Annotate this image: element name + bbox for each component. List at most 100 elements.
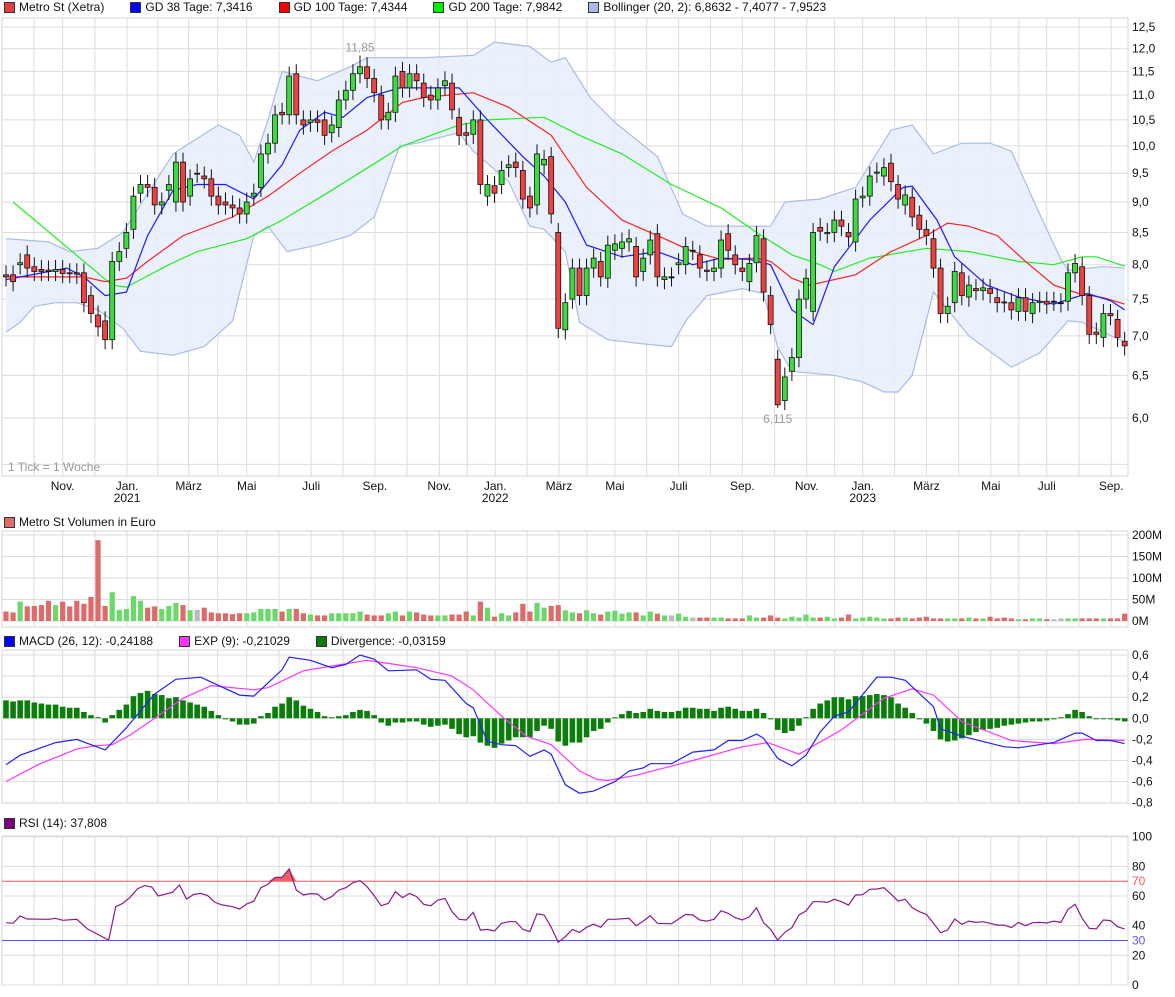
candle-body — [243, 201, 250, 215]
candle — [321, 110, 328, 145]
volume-bar — [286, 608, 292, 621]
volume-bar — [1022, 619, 1029, 621]
candle-body — [1072, 263, 1078, 274]
candle — [1022, 288, 1029, 322]
volume-bar — [668, 615, 675, 621]
candle — [194, 163, 201, 183]
candle — [95, 305, 101, 337]
price-annotation: 6,115 — [763, 412, 792, 426]
candle-body — [470, 119, 477, 135]
candle — [257, 144, 264, 198]
candle — [732, 245, 739, 275]
divergence-bar — [272, 706, 278, 719]
legend-swatch — [278, 1, 290, 13]
divergence-bar — [1107, 718, 1114, 720]
candle — [187, 169, 193, 206]
volume-bar — [527, 611, 533, 621]
candle-body — [1079, 266, 1086, 296]
volume-bar — [1086, 618, 1092, 621]
candle — [392, 66, 399, 122]
divergence-bar — [640, 711, 646, 719]
candle-body — [442, 80, 448, 86]
volume-bar — [187, 610, 193, 621]
candle-body — [350, 73, 356, 91]
candle-body — [286, 75, 293, 116]
volume-bar — [1122, 613, 1128, 621]
candle — [38, 259, 45, 282]
legend-label: EXP (9): -0,21029 — [194, 634, 290, 648]
legend-swatch — [4, 516, 15, 528]
volume-bar — [406, 611, 413, 621]
candle-body — [682, 246, 689, 266]
candle — [243, 192, 250, 224]
volume-bar — [1001, 617, 1007, 621]
legend-swatch — [179, 635, 191, 647]
divergence-bar — [774, 718, 781, 730]
price-legend: Metro St (Xetra) GD 38 Tage: 7,3416 GD 1… — [4, 0, 852, 14]
divergence-bar — [895, 703, 901, 719]
volume-bar — [499, 613, 505, 621]
divergence-bar — [498, 718, 505, 744]
candle — [66, 263, 73, 284]
candle-body — [1029, 302, 1036, 314]
candle-body — [590, 257, 597, 269]
candle-body — [1121, 340, 1128, 347]
divergence-bar — [392, 718, 399, 723]
candle-body — [916, 214, 923, 230]
divergence-bar — [116, 709, 123, 719]
price-y-tick-label: 8,5 — [1132, 225, 1149, 239]
rsi-level-label: 30 — [1132, 934, 1146, 948]
volume-bar — [952, 618, 958, 621]
candle — [250, 183, 257, 206]
divergence-bar — [1065, 714, 1071, 719]
volume-bar — [1114, 618, 1121, 621]
candle — [265, 133, 271, 164]
divergence-bar — [1029, 718, 1036, 722]
x-tick-year: 2023 — [849, 491, 876, 505]
volume-bar — [428, 615, 434, 621]
candle-body — [328, 124, 335, 134]
legend-item-gd38: GD 38 Tage: 7,3416 — [130, 0, 253, 14]
candle — [866, 166, 873, 206]
candle-body — [1065, 272, 1071, 302]
divergence-bar — [697, 708, 703, 719]
price-y-tick-label: 9,0 — [1132, 195, 1149, 209]
volume-bar — [583, 610, 590, 621]
candle-body — [732, 254, 739, 266]
divergence-bar — [102, 718, 108, 723]
candle-body — [52, 269, 59, 272]
axes: 12,5 12,0 11,5 11,0 10,5 10,0 9,5 9,0 8,5 8,0 7,5 7… — [51, 20, 1162, 992]
x-tick-label: Juli — [1038, 479, 1056, 493]
candle — [1065, 263, 1071, 311]
rsi-panel — [2, 867, 1128, 944]
candle-body — [852, 198, 859, 243]
candle-body — [739, 267, 746, 272]
candle-body — [173, 161, 179, 203]
x-tick-label: Jan. — [851, 479, 874, 493]
candle — [704, 260, 710, 282]
candle — [576, 258, 583, 306]
candle-body — [456, 116, 463, 136]
candle-body — [555, 232, 562, 329]
divergence-bar — [385, 718, 392, 726]
x-tick-label: Juli — [302, 479, 320, 493]
candle-body — [1015, 297, 1022, 312]
divergence-bar — [760, 713, 767, 719]
rsi-y-tick-label: 0 — [1132, 978, 1139, 992]
candle — [1086, 286, 1093, 345]
candle-body — [831, 219, 838, 233]
divergence-bar — [817, 703, 823, 719]
volume-bar — [598, 614, 604, 621]
candle — [371, 68, 378, 103]
legend-item-gd100: GD 100 Tage: 7,4344 — [278, 0, 407, 14]
candle-body — [45, 269, 52, 272]
volume-bar — [513, 612, 519, 621]
candle-body — [357, 66, 363, 75]
rsi-legend: RSI (14): 37,808 — [4, 816, 133, 830]
volume-bar — [676, 613, 682, 621]
volume-bar — [314, 615, 321, 621]
volume-bar — [803, 614, 809, 621]
candle-body — [704, 269, 710, 272]
volume-bar — [392, 611, 398, 621]
macd-y-tick-label: -0,2 — [1132, 732, 1153, 746]
